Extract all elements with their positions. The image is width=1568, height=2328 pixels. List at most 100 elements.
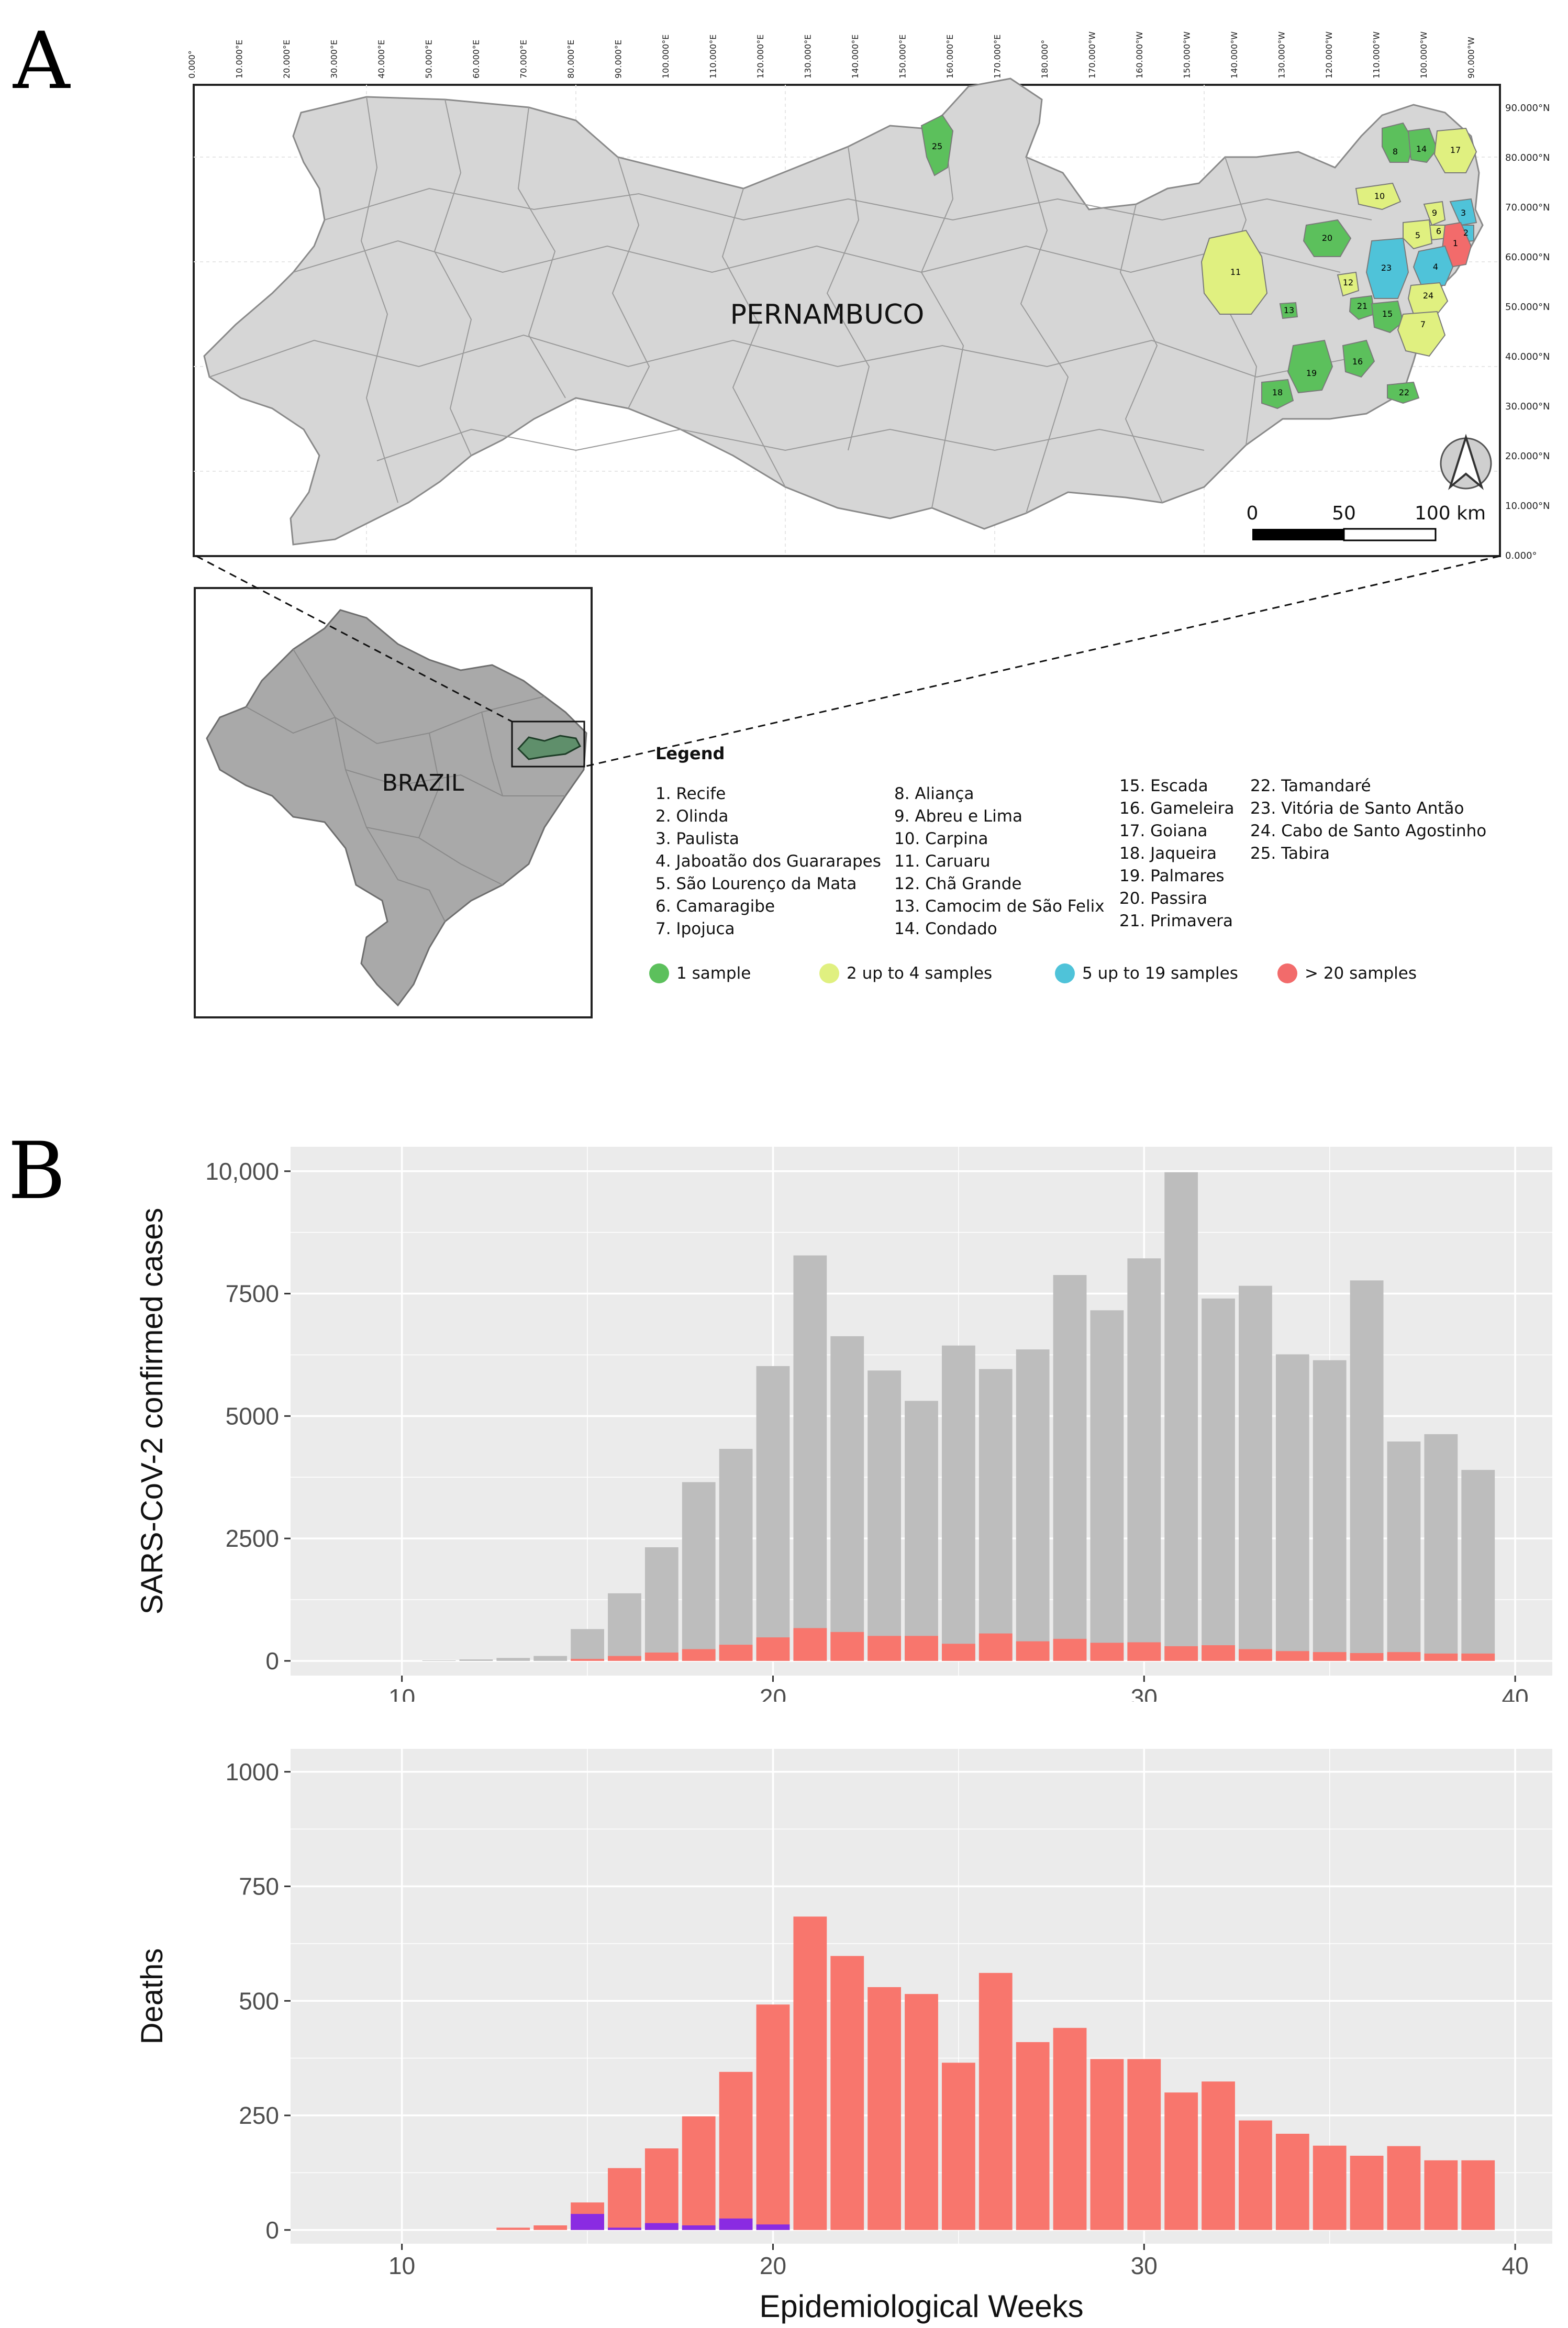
bar [608, 2168, 641, 2230]
legend-swatch [649, 963, 669, 983]
bar [719, 1449, 753, 1661]
bar [719, 1645, 753, 1661]
municipality-label-7: 7 [1420, 319, 1426, 329]
x-tick-label: 40 [1502, 2252, 1529, 2279]
map-right-tick-label: 40.000°N [1505, 351, 1550, 362]
x-tick-label: 30 [1131, 1684, 1158, 1702]
legend-title: Legend [655, 744, 725, 763]
brazil-country-shape [206, 609, 587, 1007]
municipality-label-14: 14 [1416, 144, 1427, 154]
legend-entry: 13. Camocim de São Felix [894, 897, 1105, 916]
municipality-7 [1397, 311, 1446, 357]
legend-column-2: 8. Aliança 9. Abreu e Lima 10. Carpina 1… [894, 783, 1105, 940]
bar [830, 1336, 864, 1661]
panel-label-a: A [13, 16, 70, 107]
bar [1424, 2160, 1458, 2230]
x-tick-label: 20 [760, 1684, 786, 1702]
map-top-tick-label: 10.000°E [235, 40, 244, 79]
bar [905, 1401, 938, 1661]
map-right-tick-label: 0.000° [1505, 550, 1537, 561]
bar [571, 1659, 604, 1661]
map-top-tick-label: 20.000°E [282, 40, 292, 79]
map-top-tick-label: 0.000° [187, 50, 197, 79]
bar [1424, 1653, 1458, 1661]
legend-column-1: 1. Recife 2. Olinda 3. Paulista 4. Jaboa… [655, 783, 881, 940]
bar [571, 2214, 604, 2230]
x-tick-label: 10 [388, 2252, 415, 2279]
x-tick-label: 30 [1131, 2252, 1158, 2279]
map-top-tick-label: 150.000°E [898, 35, 908, 79]
scale-label-mid: 50 [1332, 503, 1356, 524]
legend-key-label: > 20 samples [1305, 964, 1417, 983]
municipality-label-5: 5 [1415, 230, 1420, 240]
legend-key-5-19-samples: 5 up to 19 samples [1055, 963, 1238, 983]
municipality-label-10: 10 [1374, 191, 1385, 201]
municipality-label-22: 22 [1399, 387, 1409, 397]
municipality-16 [1342, 339, 1375, 378]
legend-column-3: 15. Escada 16. Gameleira 17. Goiana 18. … [1119, 775, 1234, 933]
legend-entry: 2. Olinda [655, 807, 729, 826]
bar [1053, 1638, 1087, 1661]
municipality-5 [1403, 219, 1433, 250]
legend-entry: 4. Jaboatão dos Guararapes [655, 852, 881, 871]
legend-entry: 3. Paulista [655, 829, 739, 848]
map-right-tick-label: 70.000°N [1505, 202, 1550, 213]
bar [756, 1366, 790, 1661]
scale-bar: 0 50 100 km [1247, 503, 1486, 541]
bar [1387, 1441, 1421, 1661]
map-top-tick-label: 130.000°E [803, 35, 813, 79]
bar [1350, 2156, 1384, 2230]
bar [608, 1656, 641, 1661]
map-top-tick-label: 130.000°W [1277, 31, 1287, 79]
map-right-tick-label: 60.000°N [1505, 252, 1550, 263]
municipality-3 [1449, 198, 1477, 226]
bar [1127, 1258, 1161, 1661]
municipality-19 [1287, 339, 1333, 394]
bar [1313, 1652, 1347, 1661]
legend-entry: 7. Ipojuca [655, 919, 735, 938]
municipality-label-13: 13 [1284, 305, 1294, 315]
y-tick-label: 1000 [226, 1758, 279, 1786]
map-top-tick-label: 170.000°E [993, 35, 1003, 79]
map-top-tick-label: 80.000°E [566, 40, 576, 79]
bar [868, 1987, 902, 2230]
map-right-tick-label: 10.000°N [1505, 501, 1550, 512]
map-top-tick-label: 40.000°E [376, 40, 386, 79]
legend-key-1-sample: 1 sample [649, 963, 751, 983]
map-right-tick-label: 90.000°N [1505, 103, 1550, 114]
bar [978, 1633, 1013, 1661]
legend-entry: 12. Chã Grande [894, 874, 1022, 893]
map-right-tick-label: 20.000°N [1505, 451, 1550, 462]
bar [1090, 1643, 1124, 1661]
x-axis-title: Epidemiological Weeks [759, 2289, 1083, 2324]
legend-entry: 17. Goiana [1119, 822, 1208, 840]
map-top-tick-label: 110.000°W [1372, 31, 1382, 79]
municipality-label-23: 23 [1381, 263, 1392, 273]
inset-pernambuco-shape [517, 735, 582, 760]
state-label: PERNAMBUCO [730, 299, 925, 330]
municipality-13 [1279, 302, 1298, 319]
bar [1239, 1649, 1272, 1661]
bar [793, 1628, 827, 1661]
municipality-21 [1349, 295, 1375, 320]
y-axis-title: Deaths [135, 1948, 169, 2045]
municipality-label-25: 25 [932, 141, 942, 151]
legend-entry: 1. Recife [655, 784, 726, 803]
map-top-tick-label: 50.000°E [424, 40, 434, 79]
bar [756, 1637, 790, 1661]
bar [905, 1636, 938, 1661]
country-label: BRAZIL [382, 770, 464, 796]
municipality-14 [1407, 127, 1438, 163]
bar [459, 1659, 493, 1661]
bar [644, 2223, 679, 2230]
x-tick-label: 40 [1502, 1684, 1529, 1702]
municipality-label-1: 1 [1453, 238, 1458, 248]
y-tick-label: 7500 [226, 1280, 279, 1307]
legend-entry: 20. Passira [1119, 889, 1208, 908]
sampled-municipalities [920, 114, 1477, 409]
municipality-label-4: 4 [1433, 262, 1438, 272]
municipality-label-8: 8 [1393, 147, 1398, 157]
pernambuco-map-figure: 0.000° 10.000°E 20.000°E 30.000°E 40.000°E 50… [187, 31, 1550, 1018]
bar [1461, 1470, 1495, 1661]
y-tick-label: 10,000 [205, 1158, 279, 1185]
